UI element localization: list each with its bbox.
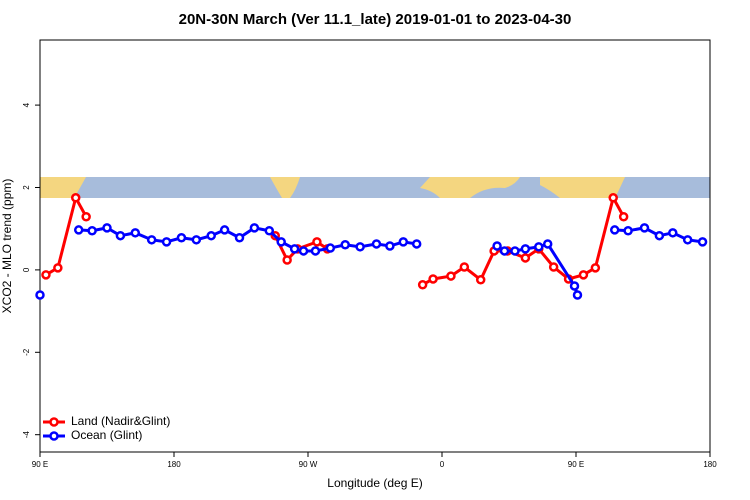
y-tick-label: 2: [22, 185, 31, 190]
data-point: [499, 246, 510, 256]
data-point: [115, 230, 126, 241]
data-point: [206, 230, 216, 241]
data-point: [578, 270, 589, 280]
series-line: [45, 193, 625, 287]
y-tick-label: -2: [22, 348, 31, 356]
x-tick-label: 0: [440, 460, 445, 469]
data-point: [398, 237, 409, 247]
data-point: [520, 253, 531, 263]
legend-marker: [49, 417, 59, 427]
plot-frame: [39, 39, 711, 453]
data-point: [312, 237, 322, 247]
data-point: [623, 226, 633, 236]
data-point: [219, 225, 230, 235]
x-tick-label: 180: [703, 460, 717, 469]
data-point: [340, 240, 350, 250]
series-line: [78, 226, 703, 296]
map-strip: [40, 177, 710, 198]
y-tick-label: -4: [22, 431, 31, 439]
data-point: [102, 223, 112, 233]
data-point: [475, 275, 486, 285]
data-point: [191, 235, 202, 245]
data-point: [161, 237, 172, 247]
data-point: [590, 263, 601, 273]
data-point: [520, 244, 531, 254]
legend-label: Land (Nadir&Glint): [71, 414, 170, 428]
x-tick-label: 180: [167, 460, 181, 469]
data-point: [249, 223, 260, 233]
data-point: [130, 228, 141, 238]
data-point: [569, 281, 580, 291]
data-point: [70, 193, 81, 203]
data-point: [73, 225, 84, 235]
y-tick-label: 4: [22, 102, 31, 107]
data-point: [385, 241, 395, 251]
data-point: [176, 233, 187, 243]
data-point: [697, 237, 708, 247]
data-point: [639, 223, 650, 233]
data-point: [276, 237, 286, 247]
data-point: [548, 262, 559, 272]
data-point: [41, 270, 51, 280]
data-point: [81, 211, 91, 222]
data-point: [446, 271, 456, 281]
data-point: [35, 290, 45, 300]
x-tick-label: 90 E: [32, 460, 48, 469]
data-point: [609, 225, 620, 235]
legend-marker: [49, 431, 59, 441]
data-point: [510, 246, 520, 256]
data-point: [618, 211, 629, 222]
data-point: [534, 242, 544, 252]
data-point: [608, 193, 618, 203]
legend-label: Ocean (Glint): [71, 428, 142, 442]
chart-title: 20N-30N March (Ver 11.1_late) 2019-01-01…: [179, 11, 572, 28]
legend: Land (Nadir&Glint)Ocean (Glint): [43, 414, 170, 442]
data-point: [289, 244, 300, 254]
data-point: [87, 226, 97, 236]
data-point: [264, 226, 275, 236]
data-point: [355, 242, 365, 252]
data-point: [428, 274, 438, 284]
data-point: [298, 246, 309, 256]
data-point: [459, 262, 470, 272]
data-point: [411, 239, 422, 249]
y-axis-label: XCO2 - MLO trend (ppm): [0, 179, 14, 314]
data-point: [417, 279, 428, 290]
x-tick-label: 90 W: [299, 460, 318, 469]
data-point: [572, 290, 583, 300]
y-tick-label: 0: [22, 267, 31, 272]
data-point: [492, 241, 502, 251]
data-point: [682, 235, 693, 245]
x-axis-label: Longitude (deg E): [327, 476, 422, 490]
data-point: [234, 233, 245, 243]
data-point: [654, 230, 665, 241]
data-point: [53, 263, 63, 273]
data-point: [325, 243, 336, 253]
data-point: [668, 228, 678, 238]
x-tick-label: 90 E: [568, 460, 584, 469]
data-point: [542, 239, 553, 249]
data-point: [371, 239, 382, 249]
data-point: [282, 255, 292, 265]
data-point: [310, 246, 321, 256]
data-point: [146, 235, 157, 245]
